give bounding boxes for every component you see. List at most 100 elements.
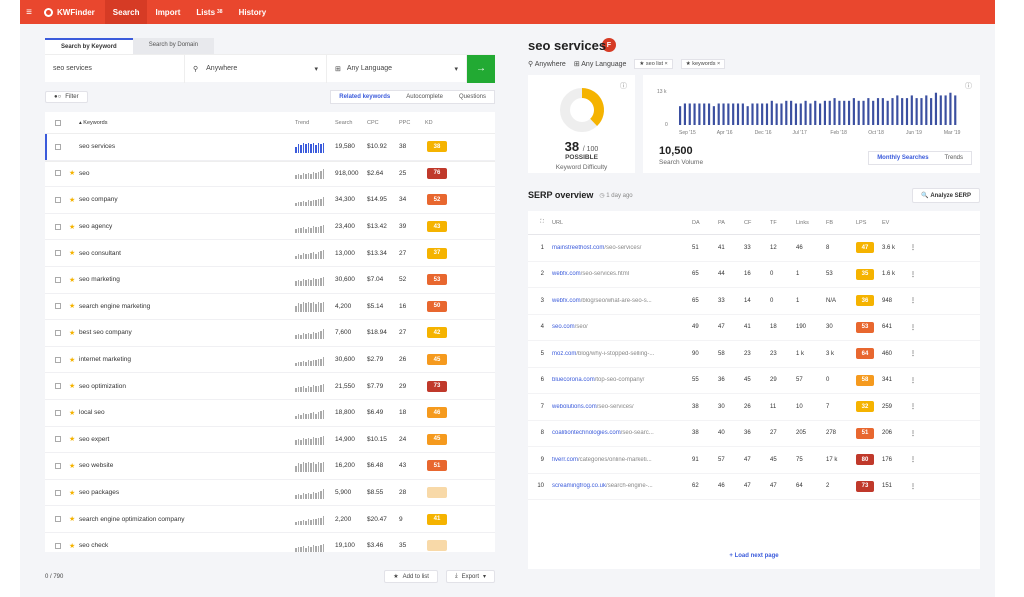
star-icon[interactable]: ★ bbox=[69, 516, 76, 524]
row-checkbox[interactable] bbox=[55, 170, 61, 177]
keyword-cell[interactable]: internet marketing bbox=[79, 356, 132, 364]
filter-button[interactable]: ●○ Filter bbox=[45, 91, 88, 103]
serp-row[interactable]: 6 bluecorona.com/top-seo-company/55 36 45 29… bbox=[528, 368, 980, 394]
keyword-cell[interactable]: search engine optimization company bbox=[79, 515, 185, 523]
keyword-cell[interactable]: seo expert bbox=[79, 435, 110, 443]
row-checkbox[interactable] bbox=[55, 223, 61, 230]
star-icon[interactable]: ★ bbox=[69, 383, 76, 391]
col-search[interactable]: Search bbox=[335, 119, 353, 126]
avatar[interactable]: F bbox=[601, 38, 616, 52]
tab-monthly-searches[interactable]: Monthly Searches bbox=[877, 155, 929, 161]
serp-row[interactable]: 8 coalitiontechnologies.com/seo-searc... 3… bbox=[528, 421, 980, 447]
tab-related-keywords[interactable]: Related keywords bbox=[339, 94, 391, 100]
serp-row[interactable]: 1 mainstreethost.com/seo-services/51 41 33 1… bbox=[528, 235, 980, 262]
star-icon[interactable]: ★ bbox=[69, 409, 76, 417]
star-icon[interactable]: ★ bbox=[69, 276, 76, 284]
serp-row[interactable]: 4 seo.com/seo/49 47 41 18 190 30 53 641 ⋮ bbox=[528, 315, 980, 341]
table-row[interactable]: ★ seo packages 5,900 $8.55 28 bbox=[45, 480, 495, 507]
keyword-cell[interactable]: search engine marketing bbox=[79, 302, 151, 310]
col-da[interactable]: DA bbox=[692, 219, 700, 226]
result-url[interactable]: coalitiontechnologies.com/seo-searc... bbox=[552, 430, 654, 437]
more-options-icon[interactable]: ⋮ bbox=[910, 245, 916, 252]
keyword-cell[interactable]: seo consultant bbox=[79, 249, 121, 257]
load-next-page-link[interactable]: + Load next page bbox=[729, 553, 779, 559]
export-button[interactable]: ⤓ Export ▾ bbox=[445, 570, 495, 583]
table-row[interactable]: ★ search engine optimization company 2,200… bbox=[45, 506, 495, 533]
star-icon[interactable]: ★ bbox=[69, 356, 76, 364]
table-row[interactable]: ★ seo company 34,300 $14.95 34 52 bbox=[45, 187, 495, 214]
table-row[interactable]: seo services 19,580 $10.92 38 38 bbox=[45, 134, 495, 161]
menu-icon[interactable]: ≡ bbox=[26, 6, 32, 18]
row-checkbox[interactable] bbox=[55, 303, 61, 310]
table-row[interactable]: ★ seo consultant 13,000 $13.34 27 37 bbox=[45, 240, 495, 267]
table-row[interactable]: ★ seo agency 23,400 $13.42 39 43 bbox=[45, 214, 495, 241]
col-ev[interactable]: EV bbox=[882, 219, 890, 226]
result-url[interactable]: screamingfrog.co.uk/search-engine-... bbox=[552, 483, 653, 490]
add-to-list-button[interactable]: ★ Add to list bbox=[384, 570, 438, 583]
nav-lists[interactable]: Lists 38 bbox=[196, 7, 223, 17]
select-all-checkbox[interactable] bbox=[55, 119, 61, 126]
result-url[interactable]: webfx.com/seo-services.html bbox=[552, 271, 630, 278]
row-checkbox[interactable] bbox=[55, 462, 61, 469]
keyword-cell[interactable]: local seo bbox=[79, 409, 105, 417]
location-select[interactable]: ⚲ Anywhere ▾ bbox=[185, 54, 327, 83]
serp-row[interactable]: 2 webfx.com/seo-services.html 65 44 16 0 1 53 35… bbox=[528, 262, 980, 288]
result-url[interactable]: webolutions.com/seo-services/ bbox=[552, 403, 634, 410]
keyword-cell[interactable]: best seo company bbox=[79, 329, 132, 337]
col-fb[interactable]: FB bbox=[826, 219, 834, 226]
row-checkbox[interactable] bbox=[55, 383, 61, 390]
more-options-icon[interactable]: ⋮ bbox=[910, 483, 916, 490]
result-url[interactable]: moz.com/blog/why-i-stopped-selling-... bbox=[552, 350, 655, 357]
table-row[interactable]: ★ best seo company 7,600 $18.94 27 42 bbox=[45, 320, 495, 347]
col-trend[interactable]: Trend bbox=[295, 119, 310, 126]
col-url[interactable]: URL bbox=[552, 219, 564, 226]
star-icon[interactable]: ★ bbox=[69, 436, 76, 444]
serp-row[interactable]: 9 fiverr.com/categories/online-marketi...… bbox=[528, 447, 980, 474]
nav-import[interactable]: Import bbox=[155, 7, 181, 17]
help-menu[interactable]: Help ▾ bbox=[566, 40, 590, 50]
row-checkbox[interactable] bbox=[55, 516, 61, 523]
language-select[interactable]: ⊞ Any Language ▾ bbox=[327, 54, 467, 83]
serp-row[interactable]: 7 webolutions.com/seo-services/38 30 26 11 10… bbox=[528, 394, 980, 421]
nav-search[interactable]: Search bbox=[104, 0, 148, 24]
info-icon[interactable]: ⓘ bbox=[620, 83, 627, 90]
result-url[interactable]: mainstreethost.com/seo-services/ bbox=[552, 244, 642, 251]
star-icon[interactable]: ★ bbox=[69, 250, 76, 258]
star-icon[interactable]: ★ bbox=[69, 223, 76, 231]
row-checkbox[interactable] bbox=[55, 489, 61, 496]
col-cpc[interactable]: CPC bbox=[367, 119, 379, 126]
row-checkbox[interactable] bbox=[55, 276, 61, 283]
row-checkbox[interactable] bbox=[55, 196, 61, 203]
keyword-cell[interactable]: seo optimization bbox=[79, 382, 126, 390]
search-go-button[interactable]: → bbox=[467, 54, 495, 83]
nav-history[interactable]: History bbox=[238, 7, 267, 17]
star-icon[interactable]: ★ bbox=[69, 196, 76, 204]
table-row[interactable]: ★ seo expert 14,900 $10.15 24 45 bbox=[45, 427, 495, 454]
row-checkbox[interactable] bbox=[55, 143, 61, 150]
star-icon[interactable]: ★ bbox=[69, 462, 76, 470]
more-options-icon[interactable]: ⋮ bbox=[910, 457, 916, 464]
more-options-icon[interactable]: ⋮ bbox=[910, 430, 916, 437]
row-checkbox[interactable] bbox=[55, 409, 61, 416]
star-icon[interactable]: ★ bbox=[69, 489, 76, 497]
row-checkbox[interactable] bbox=[55, 329, 61, 336]
keyword-cell[interactable]: seo bbox=[79, 169, 90, 177]
col-lps[interactable]: LPS bbox=[856, 219, 867, 226]
keyword-cell[interactable]: seo agency bbox=[79, 223, 113, 231]
col-pa[interactable]: PA bbox=[718, 219, 725, 226]
star-icon[interactable]: ★ bbox=[69, 329, 76, 337]
result-url[interactable]: bluecorona.com/top-seo-company/ bbox=[552, 377, 645, 384]
tab-questions[interactable]: Questions bbox=[458, 94, 486, 100]
result-url[interactable]: webfx.com/blog/seo/what-are-seo-s... bbox=[552, 297, 652, 304]
settings-icon[interactable]: ✱ bbox=[528, 40, 535, 50]
serp-row[interactable]: 5 moz.com/blog/why-i-stopped-selling-... 9… bbox=[528, 341, 980, 368]
list-tag[interactable]: ★ seo list × bbox=[634, 59, 673, 69]
table-row[interactable]: ★ local seo 18,800 $6.49 18 46 bbox=[45, 400, 495, 427]
keyword-input[interactable]: seo services bbox=[45, 54, 185, 83]
row-checkbox[interactable] bbox=[55, 250, 61, 257]
col-kd[interactable]: KD bbox=[425, 119, 433, 126]
tab-search-by-keyword[interactable]: Search by Keyword bbox=[45, 38, 133, 54]
keyword-cell[interactable]: seo company bbox=[79, 196, 118, 204]
keyword-cell[interactable]: seo marketing bbox=[79, 276, 120, 284]
star-icon[interactable]: ★ bbox=[69, 170, 76, 178]
